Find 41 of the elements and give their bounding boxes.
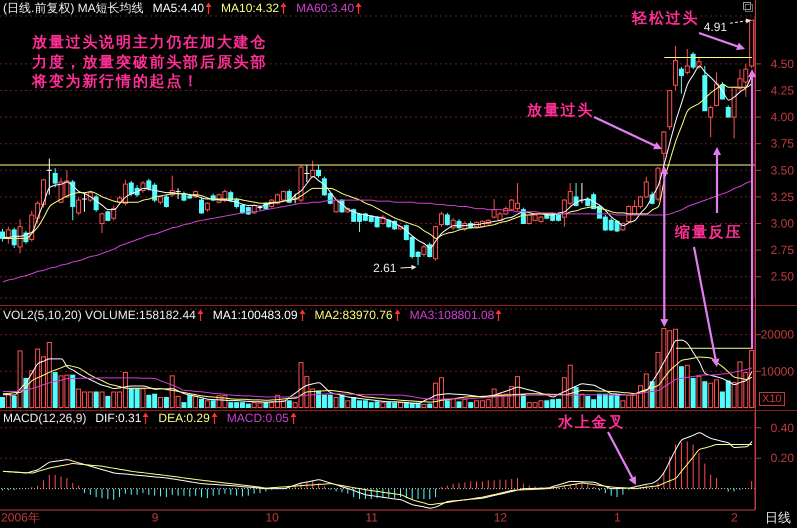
- x-tick-label: 2006年: [1, 510, 40, 525]
- annotation: 水上金叉: [558, 413, 626, 431]
- y-tick-label: 2.75: [770, 243, 794, 258]
- text: MA10:4.32: [221, 1, 280, 15]
- chart-title: (日线.前复权) MA短长均线: [3, 1, 144, 15]
- y-tick-label: 2.50: [770, 270, 794, 284]
- chart-title: VOL2(5,10,20) VOLUME:158182.44: [3, 308, 196, 322]
- y-tick-label: 3.50: [770, 163, 794, 178]
- y-axis-title: X10: [759, 392, 785, 406]
- x-tick-label: 12: [494, 510, 508, 525]
- annotation: 放量过头: [527, 101, 594, 119]
- x-axis-title: 日线: [765, 511, 791, 527]
- y-tick-label: 3.25: [770, 190, 794, 204]
- text: MA2:83970.76: [314, 308, 393, 322]
- text: DEA:0.29: [158, 411, 210, 425]
- y-tick-label: 3.75: [770, 136, 794, 151]
- annotation: 放量过头说明主力仍在加大建仓力度，放量突破前头部后原头部将变为新行情的起点！: [32, 33, 268, 92]
- x-tick-label: 9: [152, 510, 159, 525]
- chart-title: MACD(12,26,9): [3, 411, 86, 425]
- x-tick-label: 1: [614, 510, 622, 525]
- annotation: 轻松过头: [632, 9, 700, 27]
- x-tick-label: 2: [731, 510, 738, 525]
- x-tick-label: 11: [365, 510, 378, 525]
- annotation: 2.61: [373, 261, 396, 275]
- text: DIF:0.31: [95, 411, 142, 425]
- text: MA5:4.40: [152, 1, 204, 15]
- y-tick-label: 0.40: [770, 420, 794, 435]
- text: MA60:3.40: [296, 1, 354, 15]
- y-tick-label: 3.00: [770, 216, 794, 231]
- text: MA3:108801.08: [410, 308, 494, 322]
- y-tick-label: 10000: [760, 364, 794, 378]
- y-tick-label: 20000: [760, 328, 794, 342]
- y-tick-label: 4.25: [770, 83, 794, 98]
- annotation: MACD:0.05: [226, 411, 289, 425]
- annotation: 4.91: [704, 20, 728, 34]
- y-tick-label: 4.00: [770, 110, 794, 124]
- x-tick-label: 10: [265, 510, 280, 525]
- y-tick-label: 4.50: [770, 56, 794, 71]
- annotation: 缩量反压: [675, 223, 742, 241]
- text: MA1:100483.09: [212, 308, 298, 322]
- y-tick-label: 0.20: [770, 451, 794, 466]
